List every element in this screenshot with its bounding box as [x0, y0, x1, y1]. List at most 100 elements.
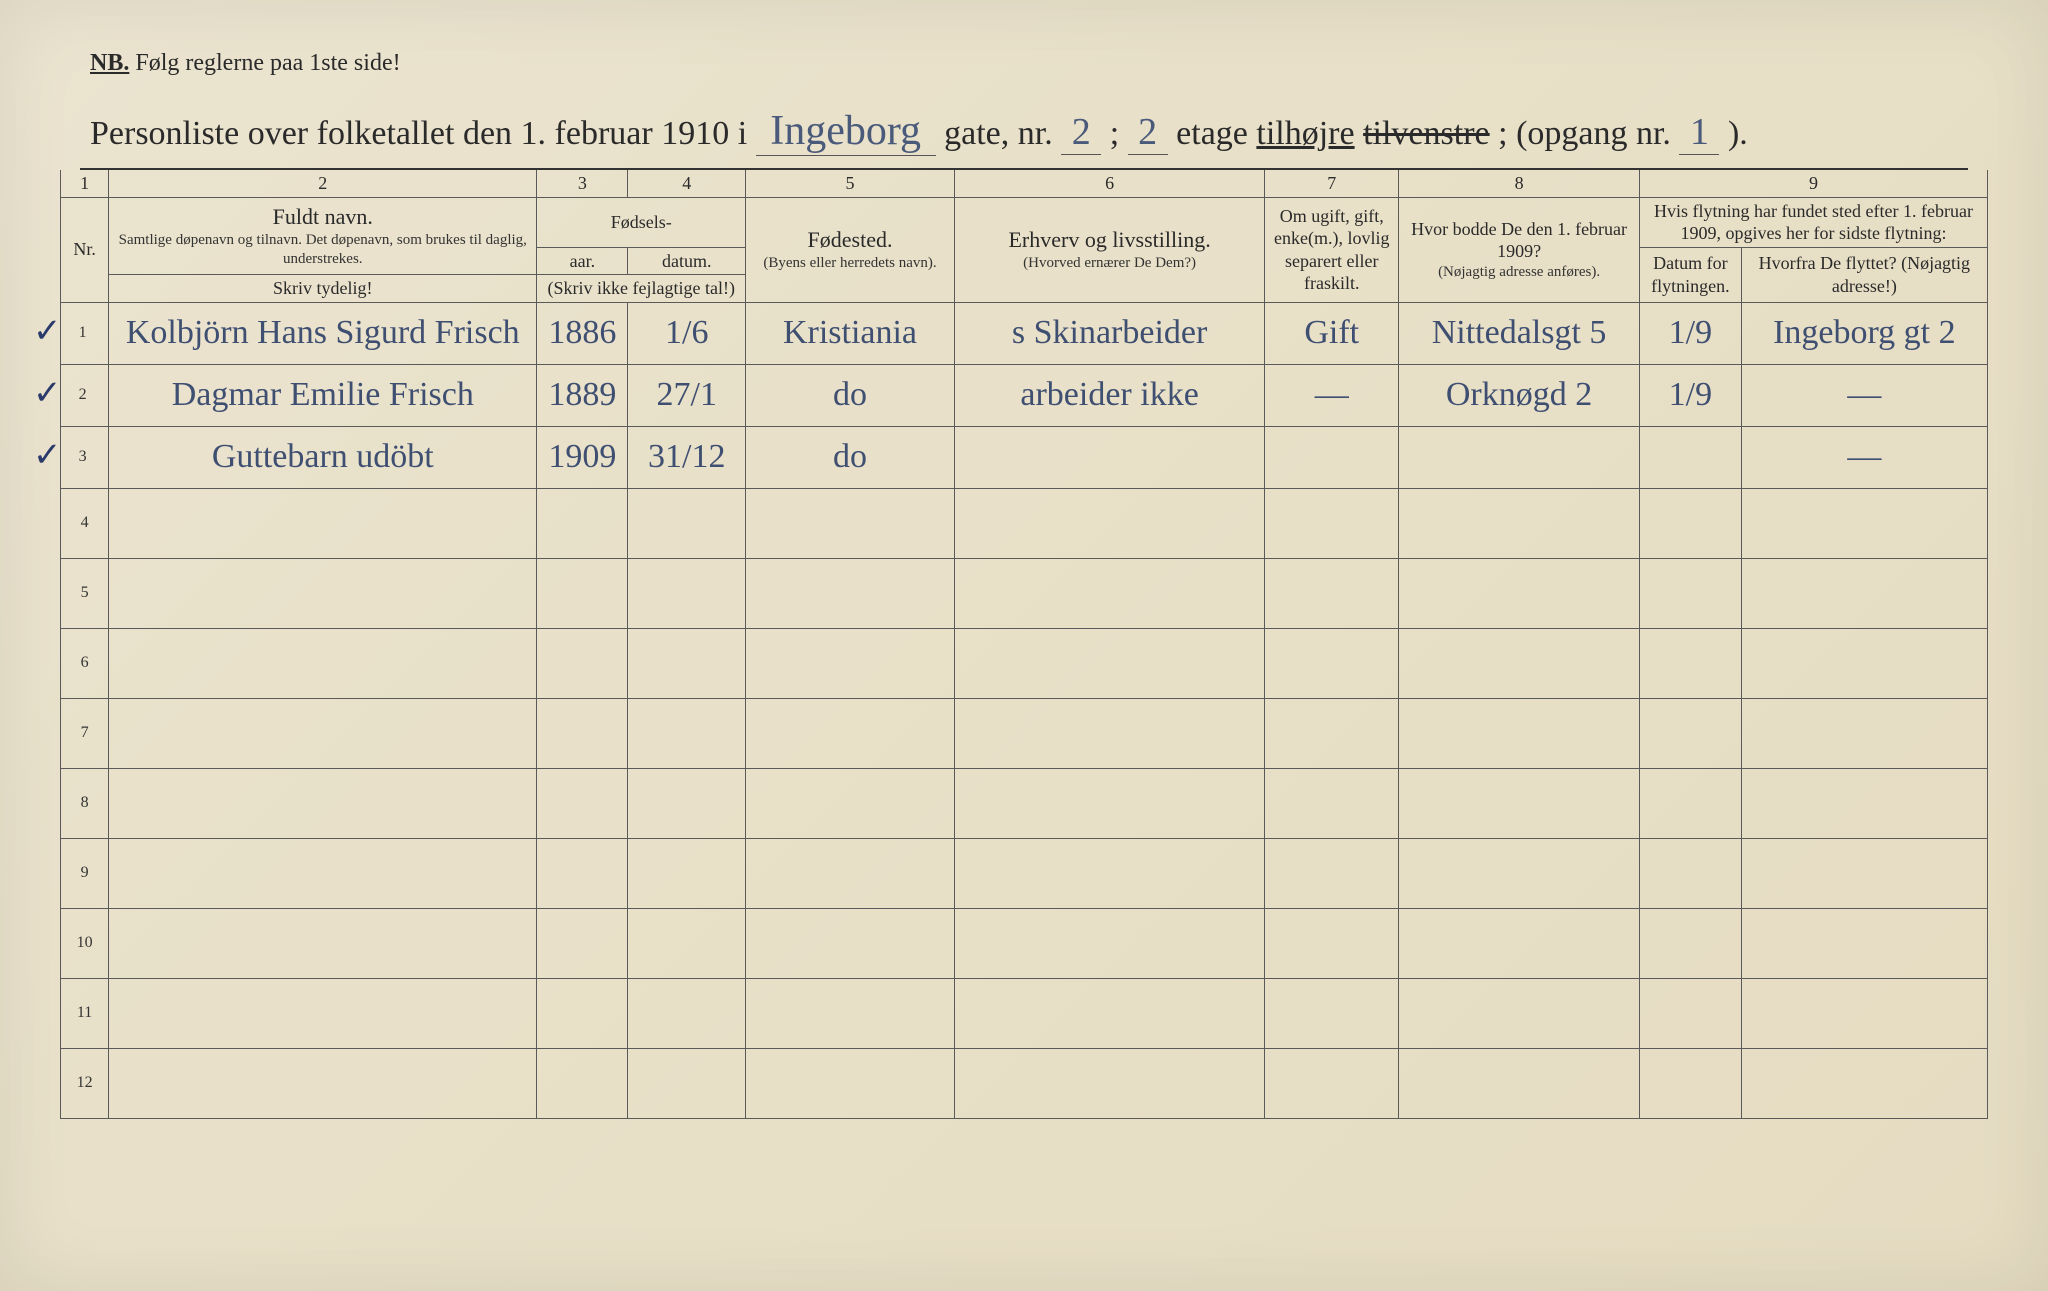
close: ). — [1728, 115, 1748, 152]
row-nr: 6 — [61, 628, 109, 698]
hdr-erhverv-sub: (Hvorved ernærer De Dem?) — [959, 254, 1260, 273]
cell-flytdat — [1640, 426, 1742, 488]
tilhojre: tilhøjre — [1256, 115, 1354, 152]
coln-1: 1 — [61, 170, 109, 197]
coln-5: 5 — [746, 170, 955, 197]
hdr-fodested: Fødested. (Byens eller herre­dets navn). — [746, 197, 955, 302]
cell-navn: Guttebarn udöbt — [109, 426, 537, 488]
sep2: ; (opgang nr. — [1498, 115, 1671, 152]
row-nr: ✓3 — [61, 426, 109, 488]
row-nr: ✓1 — [61, 302, 109, 364]
table-row: 6 — [61, 628, 1988, 698]
etage-nr: 2 — [1128, 110, 1168, 155]
hdr-navn: Fuldt navn. Samtlige døpenavn og tilnavn… — [109, 197, 537, 275]
etage-label: etage — [1176, 115, 1248, 152]
hdr-fodested-main: Fødested. — [750, 226, 950, 254]
check-icon: ✓ — [33, 311, 62, 351]
sep1: ; — [1110, 115, 1119, 152]
hdr-aar: aar. — [537, 247, 628, 275]
hdr-skriv-ikke: (Skriv ikke fejlagtige tal!) — [537, 275, 746, 303]
cell-aar: 1889 — [537, 364, 628, 426]
row-nr: 12 — [61, 1048, 109, 1118]
hdr-navn-main: Fuldt navn. — [113, 203, 532, 231]
coln-2: 2 — [109, 170, 537, 197]
hdr-hvorfra: Hvorfra De flyttet? (Nøjagtig adresse!) — [1741, 247, 1987, 302]
row-nr: 8 — [61, 768, 109, 838]
table-row: 8 — [61, 768, 1988, 838]
cell-status: — — [1265, 364, 1399, 426]
row-nr: 10 — [61, 908, 109, 978]
cell-erhverv — [954, 426, 1264, 488]
hdr-bodde: Hvor bodde De den 1. februar 1909? (Nøja… — [1399, 197, 1640, 302]
cell-bodde: Orknøgd 2 — [1399, 364, 1640, 426]
coln-8: 8 — [1399, 170, 1640, 197]
title-prefix: Personliste over folketallet den 1. febr… — [90, 115, 747, 152]
hdr-navn-sub: Samtlige døpenavn og tilnavn. Det døpena… — [113, 231, 532, 269]
table-row: 10 — [61, 908, 1988, 978]
hdr-erhverv: Erhverv og livsstilling. (Hvorved ernære… — [954, 197, 1264, 302]
cell-flytdat: 1/9 — [1640, 302, 1742, 364]
cell-hvorfra: — — [1741, 426, 1987, 488]
table-row: ✓1Kolbjörn Hans Sigurd Frisch18861/6Kris… — [61, 302, 1988, 364]
nb-text: Følg reglerne paa 1ste side! — [135, 50, 400, 76]
table-row: ✓2Dagmar Emilie Frisch188927/1doarbeider… — [61, 364, 1988, 426]
nb-line: NB. Følg reglerne paa 1ste side! — [90, 50, 1988, 77]
gate-nr: 2 — [1061, 110, 1101, 155]
cell-erhverv: arbeider ikke — [954, 364, 1264, 426]
hdr-status: Om ugift, gift, enke(m.), lovlig separer… — [1265, 197, 1399, 302]
cell-datum: 27/1 — [628, 364, 746, 426]
hdr-fodsels: Fødsels- — [537, 197, 746, 247]
cell-erhverv: s Skinarbeider — [954, 302, 1264, 364]
cell-aar: 1909 — [537, 426, 628, 488]
table-row: 5 — [61, 558, 1988, 628]
coln-7: 7 — [1265, 170, 1399, 197]
gate-label: gate, nr. — [944, 115, 1053, 152]
table-row: 12 — [61, 1048, 1988, 1118]
census-page: NB. Følg reglerne paa 1ste side! Personl… — [0, 0, 2048, 1291]
coln-9: 9 — [1640, 170, 1988, 197]
cell-flytdat: 1/9 — [1640, 364, 1742, 426]
hdr-bodde-sub: (Nøjagtig adresse anføres). — [1403, 263, 1635, 282]
cell-bodde: Nittedalsgt 5 — [1399, 302, 1640, 364]
row-nr: 5 — [61, 558, 109, 628]
row-nr: 4 — [61, 488, 109, 558]
cell-aar: 1886 — [537, 302, 628, 364]
table-row: 9 — [61, 838, 1988, 908]
row-nr: 9 — [61, 838, 109, 908]
table-body: ✓1Kolbjörn Hans Sigurd Frisch18861/6Kris… — [61, 302, 1988, 1118]
cell-datum: 31/12 — [628, 426, 746, 488]
table-row: ✓3Guttebarn udöbt190931/12do — — [61, 426, 1988, 488]
opgang-nr: 1 — [1679, 110, 1719, 155]
cell-navn: Dagmar Emilie Frisch — [109, 364, 537, 426]
coln-4: 4 — [628, 170, 746, 197]
hdr-flytdat: Datum for flyt­ningen. — [1640, 247, 1742, 302]
row-nr: 11 — [61, 978, 109, 1048]
cell-status: Gift — [1265, 302, 1399, 364]
coln-3: 3 — [537, 170, 628, 197]
tilvenstre: tilvenstre — [1363, 115, 1490, 152]
row-nr: ✓2 — [61, 364, 109, 426]
table-row: 7 — [61, 698, 1988, 768]
cell-fodested: Kristiania — [746, 302, 955, 364]
hdr-bodde-main: Hvor bodde De den 1. februar 1909? — [1403, 218, 1635, 263]
header-row-1: Nr. Fuldt navn. Samtlige døpenavn og til… — [61, 197, 1988, 247]
hdr-hvis: Hvis flytning har fundet sted efter 1. f… — [1640, 197, 1988, 247]
hdr-skriv-tydelig: Skriv tydelig! — [109, 275, 537, 303]
cell-hvorfra: — — [1741, 364, 1987, 426]
row-nr: 7 — [61, 698, 109, 768]
colnum-row: 1 2 3 4 5 6 7 8 9 — [61, 170, 1988, 197]
cell-fodested: do — [746, 364, 955, 426]
nb-prefix: NB. — [90, 50, 129, 76]
hdr-fodested-sub: (Byens eller herre­dets navn). — [750, 254, 950, 273]
hdr-erhverv-main: Erhverv og livsstilling. — [959, 226, 1260, 254]
hdr-nr: Nr. — [61, 197, 109, 302]
cell-bodde — [1399, 426, 1640, 488]
cell-fodested: do — [746, 426, 955, 488]
cell-datum: 1/6 — [628, 302, 746, 364]
cell-status — [1265, 426, 1399, 488]
table-row: 11 — [61, 978, 1988, 1048]
coln-6: 6 — [954, 170, 1264, 197]
street-name: Ingeborg — [756, 107, 936, 156]
check-icon: ✓ — [33, 435, 62, 475]
table-row: 4 — [61, 488, 1988, 558]
